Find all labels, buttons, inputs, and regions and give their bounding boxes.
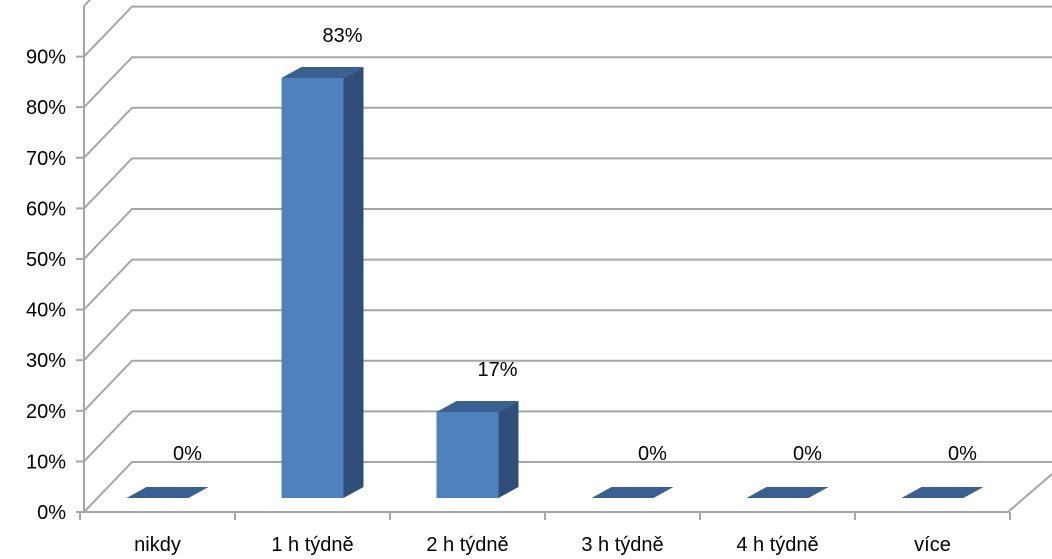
bar-top-face (436, 400, 519, 412)
gridline-90 (83, 5, 1052, 58)
axes (76, 6, 1052, 520)
bar-2 (436, 400, 519, 498)
bar-1 (281, 67, 364, 499)
gridline-60 (83, 157, 1052, 210)
gridline-70 (83, 106, 1052, 159)
category-label: více (914, 534, 951, 556)
category-label: 1 h týdně (271, 534, 353, 556)
gridline-30 (83, 309, 1052, 361)
bar-top-face (126, 487, 209, 498)
data-label: 83% (322, 25, 362, 47)
y-tick-label: 0% (37, 502, 66, 524)
data-label: 0% (638, 443, 667, 465)
category-label: 4 h týdně (736, 534, 818, 556)
y-tick-label: 40% (26, 300, 66, 322)
gridlines (83, 0, 1052, 513)
bar-front-face (281, 78, 344, 499)
category-label: nikdy (134, 534, 181, 556)
y-tick-label: 30% (26, 350, 66, 372)
bar-top-face (746, 487, 829, 498)
bar-top-face (901, 487, 984, 498)
bars (126, 67, 984, 499)
data-label: 0% (948, 443, 977, 465)
gridline-80 (83, 56, 1052, 108)
bar-top-face (591, 487, 674, 498)
y-tick-label: 10% (26, 451, 66, 473)
category-label: 3 h týdně (581, 534, 663, 556)
gridline-40 (83, 258, 1052, 311)
data-label: 17% (477, 359, 517, 381)
gridline-0 (83, 461, 1052, 513)
bar-4 (746, 487, 829, 498)
floor-front-edge (84, 473, 1052, 513)
bar-0 (126, 487, 209, 498)
bar-3 (591, 487, 674, 498)
bar-side-face (343, 67, 364, 499)
data-label: 0% (173, 443, 202, 465)
gridline-100 (83, 0, 92, 7)
y-tick-label: 50% (26, 249, 66, 271)
gridline-20 (83, 359, 1052, 412)
y-tick-label: 80% (26, 97, 66, 119)
data-labels: 0% 83% 17% 0% 0% 0% (173, 25, 977, 465)
bar-5 (901, 487, 984, 498)
x-axis-category-labels: nikdy 1 h týdně 2 h týdně 3 h týdně 4 h týdn… (134, 534, 951, 556)
bar-top-face (281, 67, 364, 79)
y-tick-label: 20% (26, 401, 66, 423)
gridline-10 (83, 410, 1052, 463)
y-tick-label: 90% (26, 47, 66, 69)
y-tick-label: 70% (26, 148, 66, 170)
bar-front-face (436, 411, 499, 498)
gridline-50 (83, 208, 1052, 260)
category-label: 2 h týdně (426, 534, 508, 556)
data-label: 0% (793, 443, 822, 465)
y-tick-label: 60% (26, 198, 66, 220)
y-axis-tick-labels: 0% 10% 20% 30% 40% 50% 60% 70% 80% 90% (26, 47, 66, 524)
bar-side-face (498, 400, 519, 498)
